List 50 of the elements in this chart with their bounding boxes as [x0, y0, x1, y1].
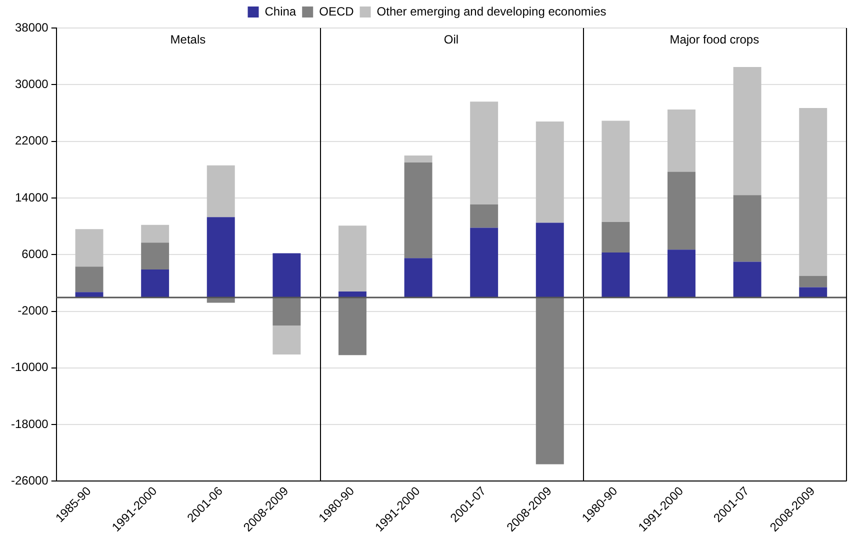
bar [75, 292, 104, 298]
bar [602, 222, 630, 252]
bar [75, 229, 104, 267]
bar [470, 102, 498, 204]
bar [272, 325, 301, 354]
y-tick-label: -26000 [10, 474, 49, 488]
bar [536, 222, 564, 298]
bar [206, 165, 235, 218]
y-tick-label: 38000 [14, 20, 49, 34]
bar [602, 252, 630, 298]
bar [404, 155, 432, 163]
bar [470, 228, 498, 298]
bar [338, 226, 366, 292]
bar [470, 204, 498, 228]
annotation: Metals [170, 32, 206, 46]
bar [668, 250, 696, 298]
bar [733, 66, 762, 196]
bar [141, 224, 170, 243]
bar [272, 297, 301, 326]
bar [206, 217, 235, 298]
y-tick-label: 22000 [14, 134, 49, 148]
bar [602, 120, 630, 222]
legend-label: Other emerging and developing economies [376, 4, 606, 18]
bar [733, 195, 762, 262]
bar [668, 172, 696, 250]
bar [404, 258, 432, 298]
bar [799, 276, 828, 288]
bar [141, 269, 170, 298]
bar [404, 162, 432, 258]
bar [668, 109, 696, 172]
bar [75, 266, 104, 292]
annotation: Oil [444, 32, 459, 46]
bar [733, 262, 762, 298]
legend-label: China [264, 4, 296, 18]
bar [536, 121, 564, 223]
y-tick-label: -2000 [18, 304, 49, 318]
bar [338, 297, 366, 356]
bar [272, 253, 301, 298]
bar [799, 108, 828, 276]
y-tick-label: -10000 [10, 360, 49, 374]
annotation: Major food crops [670, 32, 760, 46]
y-tick-label: 14000 [14, 190, 49, 204]
legend-label: OECD [319, 4, 354, 18]
y-tick-label: 6000 [22, 246, 49, 261]
bar [799, 287, 828, 298]
y-tick-label: 30000 [14, 76, 49, 91]
bar [536, 297, 564, 464]
bar [338, 291, 366, 298]
bar [141, 242, 170, 270]
y-tick-label: -18000 [10, 416, 49, 431]
